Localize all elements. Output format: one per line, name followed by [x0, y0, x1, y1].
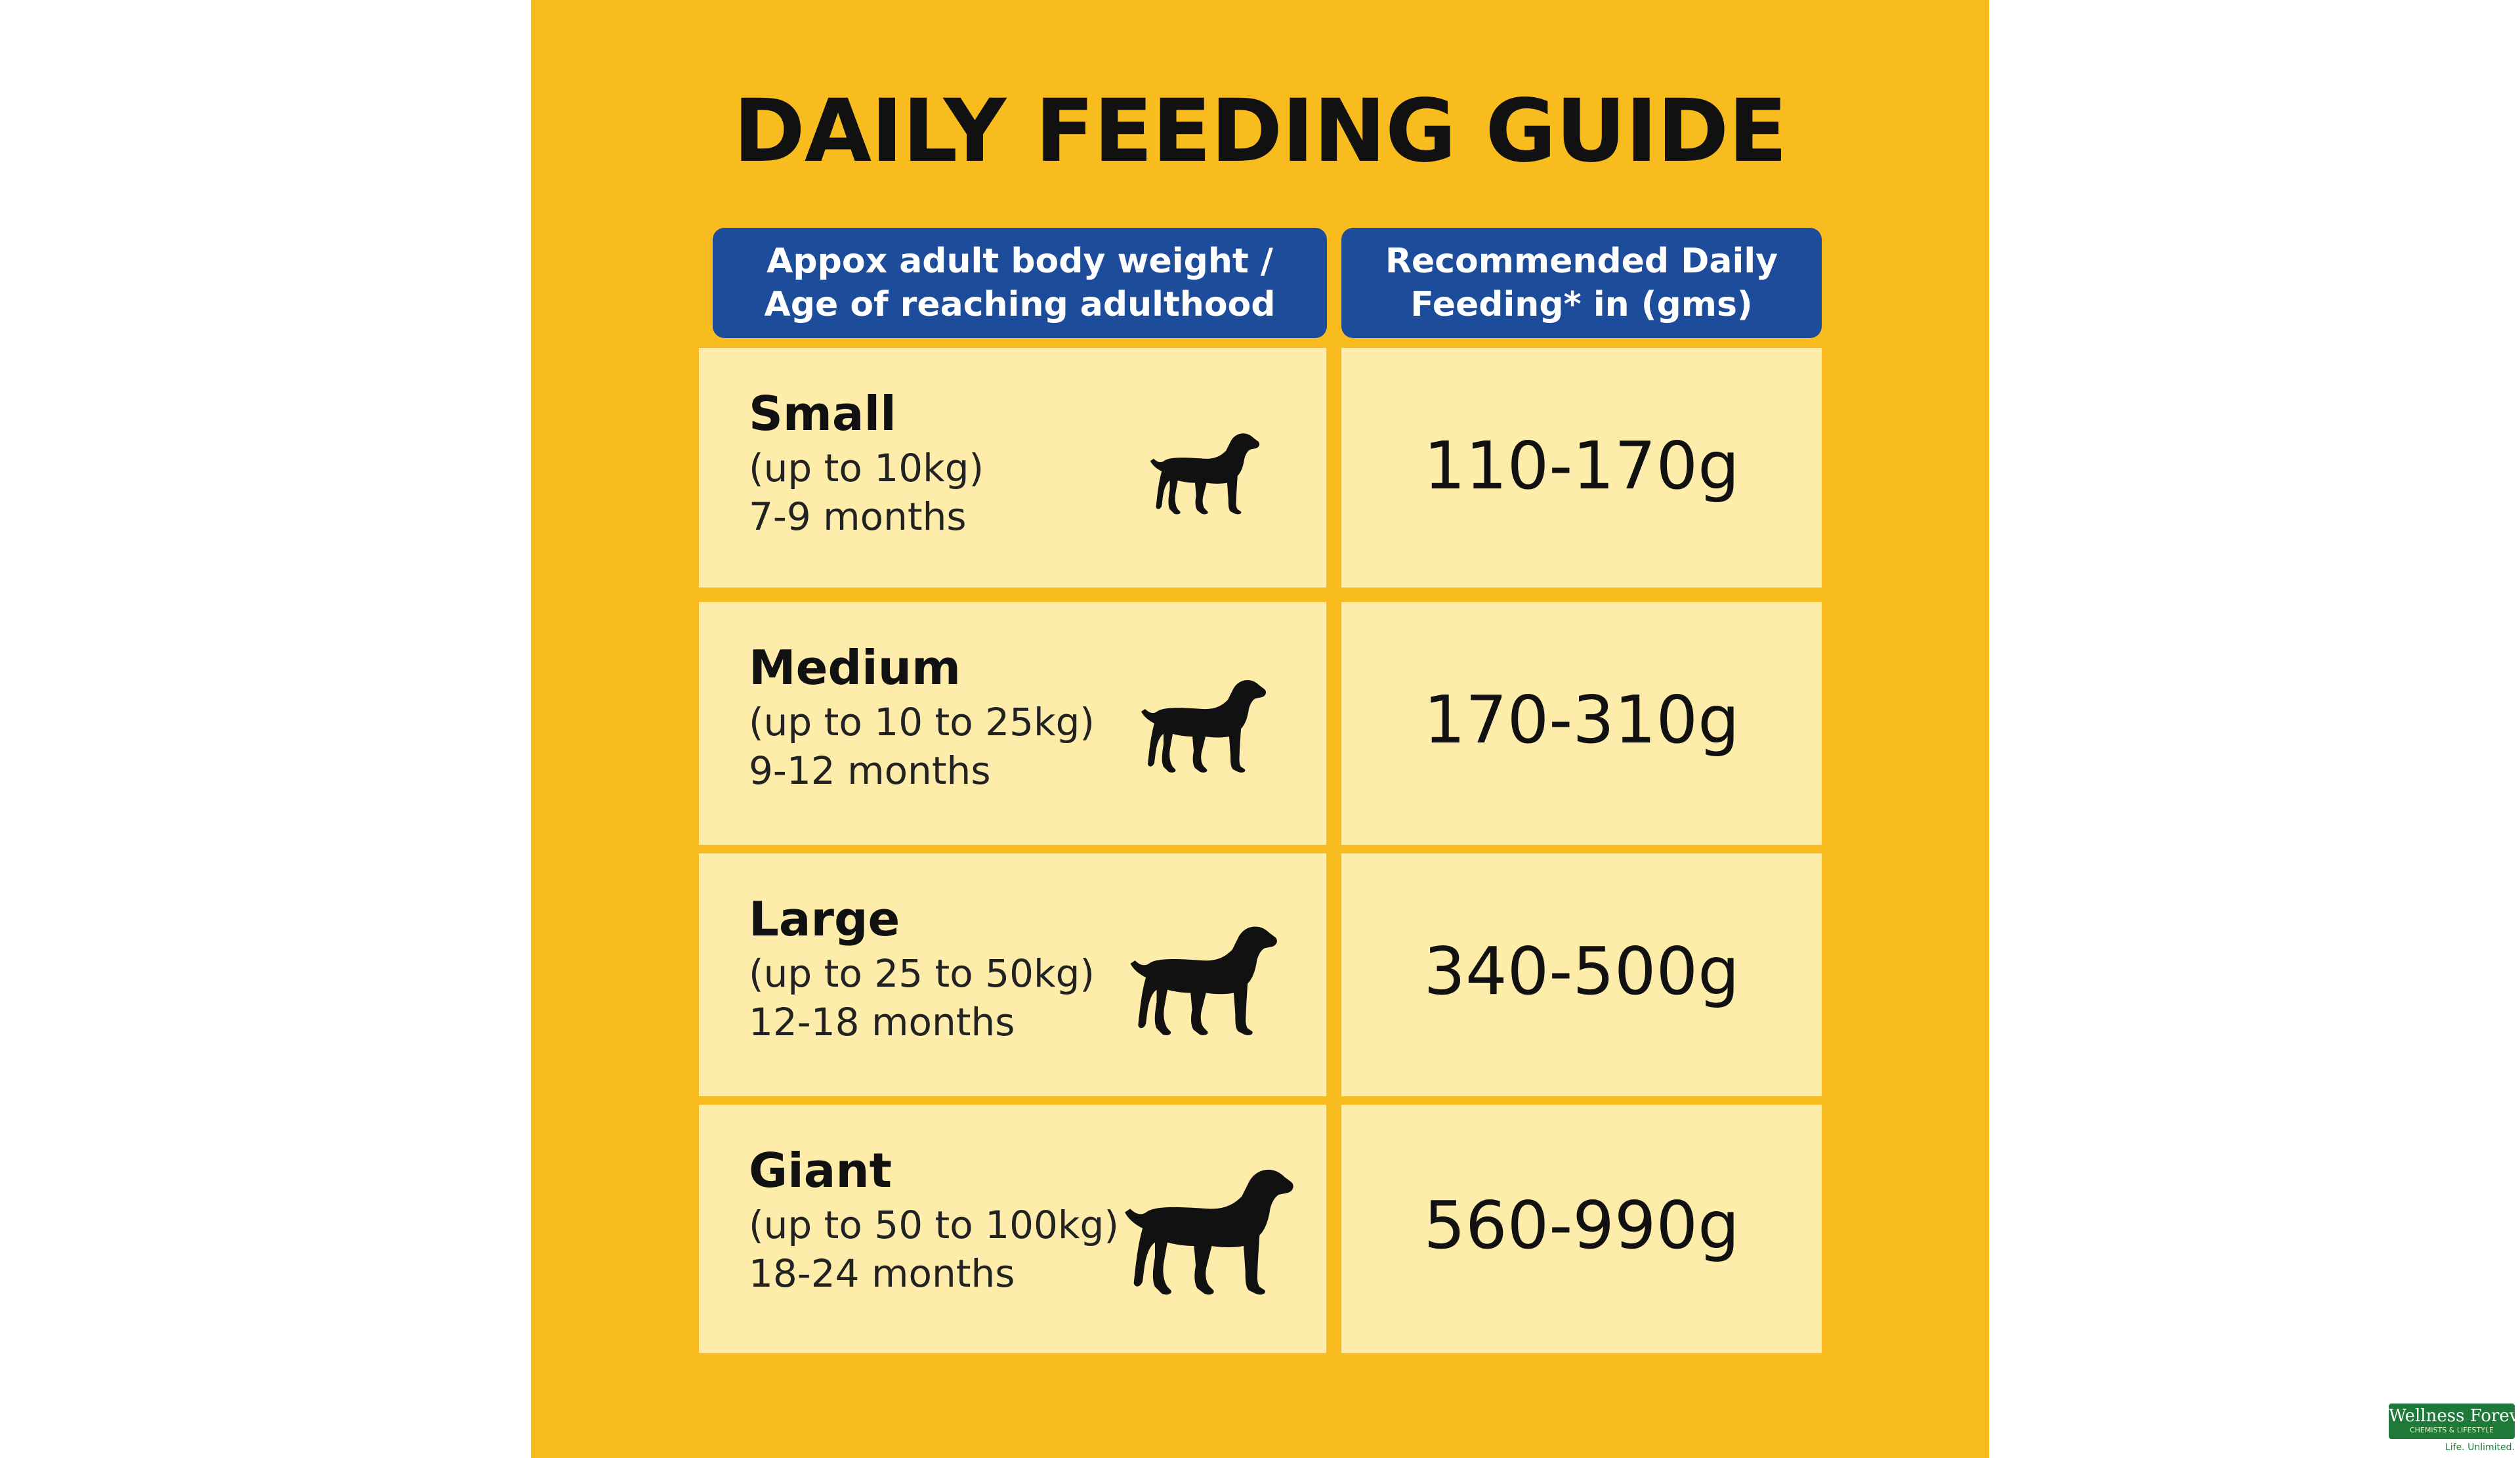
table-row-medium-amount: 170-310g	[1341, 602, 1822, 845]
feeding-amount: 110-170g	[1423, 427, 1740, 504]
feeding-guide-panel: DAILY FEEDING GUIDE Appox adult body wei…	[531, 0, 1989, 1458]
size-name: Small	[749, 386, 896, 441]
dog-icon	[1119, 1157, 1297, 1299]
size-weight: (up to 25 to 50kg)	[749, 951, 1095, 996]
header-daily-feeding: Recommended Daily Feeding* in (gms)	[1341, 228, 1822, 338]
table-row-giant-size: Giant (up to 50 to 100kg) 18-24 months	[699, 1105, 1326, 1353]
feeding-amount: 340-500g	[1423, 933, 1740, 1010]
table-row-large-size: Large (up to 25 to 50kg) 12-18 months	[699, 853, 1326, 1096]
header-daily-feeding-line2: Feeding* in (gms)	[1410, 285, 1753, 324]
size-age: 12-18 months	[749, 1000, 1015, 1044]
brand-logo-subtitle: CHEMISTS & LIFESTYLE	[2409, 1426, 2494, 1434]
brand-logo-tagline: Life. Unlimited.	[2445, 1442, 2515, 1453]
page-title: DAILY FEEDING GUIDE	[733, 81, 1787, 182]
brand-logo: Wellness Forever CHEMISTS & LIFESTYLE Li…	[2389, 1401, 2520, 1455]
dog-icon	[1137, 671, 1269, 776]
size-name: Large	[749, 891, 900, 947]
size-age: 7-9 months	[749, 494, 967, 539]
size-name: Giant	[749, 1143, 892, 1198]
size-weight: (up to 10kg)	[749, 446, 984, 490]
size-age: 9-12 months	[749, 748, 991, 793]
dog-icon	[1145, 425, 1263, 517]
header-body-weight-line1: Appox adult body weight /	[766, 242, 1273, 281]
size-weight: (up to 10 to 25kg)	[749, 700, 1095, 744]
size-age: 18-24 months	[749, 1251, 1015, 1296]
header-daily-feeding-line1: Recommended Daily	[1385, 242, 1778, 281]
header-body-weight: Appox adult body weight / Age of reachin…	[713, 228, 1327, 338]
size-name: Medium	[749, 640, 961, 695]
table-row-medium-size: Medium (up to 10 to 25kg) 9-12 months	[699, 602, 1326, 845]
feeding-amount: 560-990g	[1423, 1187, 1740, 1264]
size-weight: (up to 50 to 100kg)	[749, 1203, 1119, 1247]
brand-logo-name: Wellness Forever	[2389, 1406, 2520, 1426]
header-body-weight-line2: Age of reaching adulthood	[764, 285, 1276, 324]
brand-logo-badge	[2389, 1404, 2515, 1439]
table-row-small-amount: 110-170g	[1341, 348, 1822, 588]
table-row-small-size: Small (up to 10kg) 7-9 months	[699, 348, 1326, 588]
table-row-giant-amount: 560-990g	[1341, 1105, 1822, 1353]
dog-icon	[1125, 916, 1280, 1039]
table-row-large-amount: 340-500g	[1341, 853, 1822, 1096]
feeding-amount: 170-310g	[1423, 681, 1740, 758]
